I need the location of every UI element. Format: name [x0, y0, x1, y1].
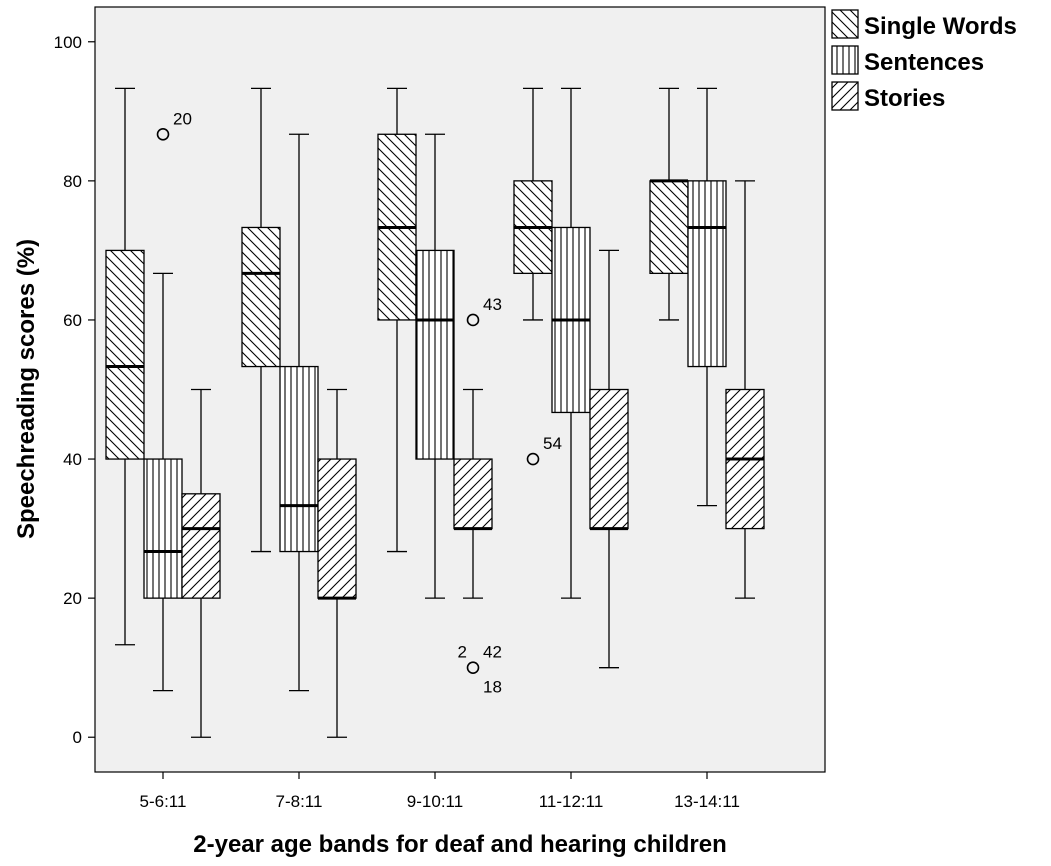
legend-swatch	[831, 9, 859, 39]
box-body	[687, 180, 727, 368]
box-stories	[453, 388, 493, 599]
x-tick-label: 11-12:11	[539, 792, 604, 811]
box-sentences	[687, 87, 727, 507]
box-body	[415, 249, 455, 460]
box-body	[241, 226, 281, 368]
outlier-label: 43	[483, 295, 502, 314]
box-groups	[105, 87, 765, 738]
box-body	[105, 249, 145, 460]
box-single-words	[241, 87, 281, 553]
outlier-marker	[466, 661, 480, 674]
box-body	[453, 458, 493, 530]
outlier: 54	[526, 434, 562, 466]
legend-swatch	[831, 45, 859, 75]
outlier-marker	[526, 452, 540, 466]
y-tick-label: 20	[63, 589, 82, 608]
outlier-label: 42	[483, 643, 502, 662]
legend-label: Stories	[864, 85, 945, 112]
x-tick-label: 7-8:11	[276, 792, 323, 811]
y-axis: 0 20 40 60 80 100	[54, 33, 95, 747]
x-tick-label: 5-6:11	[140, 792, 187, 811]
x-tick-label: 9-10:11	[407, 792, 463, 811]
legend-label: Single Words	[864, 13, 1017, 40]
box-single-words	[513, 87, 553, 321]
legend-item-stories: Stories	[831, 81, 945, 112]
box-body	[279, 365, 319, 553]
box-body	[317, 458, 357, 599]
box-sentences	[551, 87, 591, 599]
outlier: 2 42 18	[458, 643, 502, 697]
legend-item-single-words: Single Words	[831, 9, 1017, 40]
x-axis-label: 2-year age bands for deaf and hearing ch…	[193, 831, 726, 858]
box-sentences	[415, 133, 455, 599]
y-tick-label: 40	[63, 450, 82, 469]
box-single-words	[649, 87, 689, 321]
box-body	[589, 388, 629, 530]
plot-area	[94, 6, 826, 773]
box-sentences	[143, 272, 183, 692]
outlier-group: 20 43 2 42 18 54	[156, 109, 562, 697]
outlier-label: 2	[458, 643, 467, 662]
outlier-label: 20	[173, 109, 192, 128]
outlier-marker	[156, 127, 170, 141]
box-single-words	[105, 87, 145, 646]
legend-swatch	[831, 81, 859, 111]
x-axis: 5-6:11 7-8:11 9-10:11 11-12:11 13-14:11	[140, 772, 740, 811]
legend-label: Sentences	[864, 49, 984, 76]
y-tick-label: 100	[54, 33, 82, 52]
outlier-label: 18	[483, 678, 502, 697]
outlier-label: 54	[543, 434, 562, 453]
box-single-words	[377, 87, 417, 553]
box-stories	[589, 249, 629, 669]
legend-item-sentences: Sentences	[831, 45, 984, 76]
box-stories	[181, 388, 221, 738]
y-tick-label: 0	[73, 728, 82, 747]
box-body	[143, 458, 183, 599]
box-body	[181, 493, 221, 599]
y-tick-label: 80	[63, 172, 82, 191]
box-stories	[725, 180, 765, 599]
outlier: 20	[156, 109, 192, 141]
legend: Single Words Sentences Stories	[831, 9, 1017, 112]
y-tick-label: 60	[63, 311, 82, 330]
box-stories	[317, 388, 357, 738]
box-body	[649, 180, 689, 275]
outlier-marker	[466, 313, 480, 327]
x-tick-label: 13-14:11	[674, 792, 740, 811]
y-axis-label: Speechreading scores (%)	[13, 239, 40, 539]
outlier: 43	[466, 295, 502, 327]
